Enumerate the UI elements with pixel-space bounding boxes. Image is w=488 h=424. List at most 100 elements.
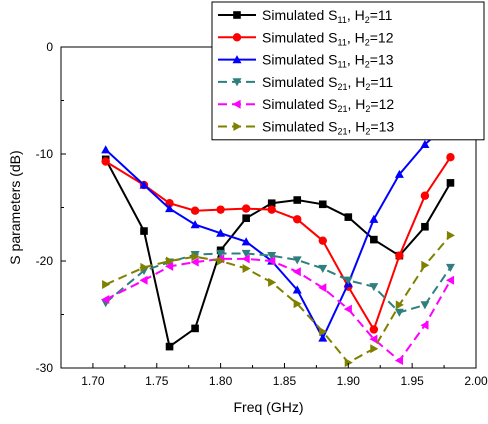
series-6: [102, 230, 455, 368]
data-point: [140, 227, 148, 235]
data-point: [446, 153, 455, 162]
data-point: [101, 145, 111, 154]
data-point: [267, 199, 276, 208]
y-tick-label: -10: [36, 147, 54, 161]
data-point: [420, 301, 430, 310]
series-line: [105, 257, 452, 362]
data-point: [191, 252, 200, 262]
data-point: [241, 237, 251, 246]
data-point: [394, 308, 404, 317]
data-point: [217, 256, 226, 266]
series-line: [105, 156, 452, 332]
legend-entry: Simulated S11, H2=13: [218, 52, 394, 70]
data-point: [369, 214, 379, 223]
x-tick-label: 1.90: [337, 374, 361, 388]
series-line: [105, 121, 452, 341]
x-tick-label: 1.85: [273, 374, 297, 388]
data-point: [165, 261, 174, 271]
data-point: [139, 180, 149, 189]
legend-entry: Simulated S21, H2=12: [218, 96, 394, 114]
data-point: [394, 356, 403, 366]
legend: Simulated S11, H2=11 Simulated S11, H2=12…: [211, 1, 485, 141]
data-point: [446, 230, 455, 240]
legend-entry: Simulated S11, H2=12: [218, 29, 394, 47]
data-point: [140, 262, 149, 272]
data-point: [139, 275, 148, 285]
data-point: [394, 169, 404, 178]
series-line: [104, 158, 452, 349]
data-point: [241, 249, 251, 259]
data-point: [446, 179, 455, 187]
data-point: [101, 295, 110, 305]
legend-entry: Simulated S21, H2=11: [218, 74, 393, 92]
data-point: [343, 304, 352, 314]
data-point: [191, 324, 199, 333]
data-point: [318, 264, 328, 273]
legend-label: Simulated S21, H2=13: [262, 119, 394, 137]
legend-marker: [233, 11, 241, 19]
plot-area: [101, 117, 455, 368]
data-point: [370, 235, 378, 244]
series-4: [101, 249, 455, 317]
data-point: [395, 251, 404, 260]
series-line: [105, 234, 452, 364]
legend-label: Simulated S21, H2=12: [262, 96, 394, 114]
legend-entry: Simulated S11, H2=11: [218, 7, 393, 25]
y-tick-label: -20: [36, 254, 54, 268]
data-point: [420, 139, 430, 148]
data-point: [344, 213, 353, 221]
legend-entry: Simulated S21, H2=13: [218, 119, 394, 137]
data-point: [420, 320, 429, 330]
data-point: [216, 205, 225, 214]
data-point: [421, 260, 430, 270]
data-point: [292, 256, 302, 265]
data-point: [216, 249, 226, 259]
x-tick-label: 1.95: [400, 374, 424, 388]
legend-marker: [233, 122, 242, 131]
y-axis-label: S parameters (dB): [7, 150, 23, 264]
data-point: [216, 228, 226, 237]
data-point: [293, 299, 302, 309]
legend-box: [211, 1, 485, 141]
data-point: [445, 275, 455, 285]
legend-marker: [232, 99, 241, 109]
y-tick-label: 0: [46, 40, 53, 54]
x-tick-label: 1.70: [81, 374, 105, 388]
x-tick-label: 1.75: [145, 374, 169, 388]
data-point: [190, 206, 200, 215]
data-point: [241, 254, 250, 264]
data-point: [445, 263, 455, 272]
data-point: [369, 325, 379, 334]
legend-label: Simulated S21, H2=11: [262, 74, 393, 92]
data-point: [369, 334, 378, 344]
axes: 1.70 1.75 1.80 1.85 1.90 1.95 2.00 0 -10 -20 -30: [36, 40, 488, 388]
x-axis-label: Freq (GHz): [234, 399, 304, 415]
series-5: [101, 254, 455, 366]
data-point: [370, 344, 379, 354]
data-point: [344, 358, 353, 368]
y-tick-label: -30: [36, 361, 54, 375]
data-point: [165, 342, 174, 351]
data-point: [318, 200, 327, 209]
data-point: [369, 283, 379, 292]
legend-label: Simulated S11, H2=13: [262, 52, 394, 70]
data-point: [165, 256, 175, 266]
data-point: [102, 280, 111, 290]
data-point: [343, 276, 353, 285]
data-point: [318, 333, 328, 342]
data-point: [190, 257, 199, 267]
data-point: [101, 157, 110, 166]
data-point: [165, 199, 174, 208]
data-point: [293, 196, 302, 204]
data-point: [395, 300, 404, 310]
legend-marker: [232, 78, 242, 87]
data-point: [165, 204, 175, 213]
data-point: [267, 256, 276, 266]
data-point: [242, 214, 250, 222]
data-point: [268, 277, 277, 287]
data-point: [319, 327, 328, 337]
series-3: [101, 117, 455, 342]
data-point: [318, 236, 327, 245]
data-point: [421, 222, 429, 231]
